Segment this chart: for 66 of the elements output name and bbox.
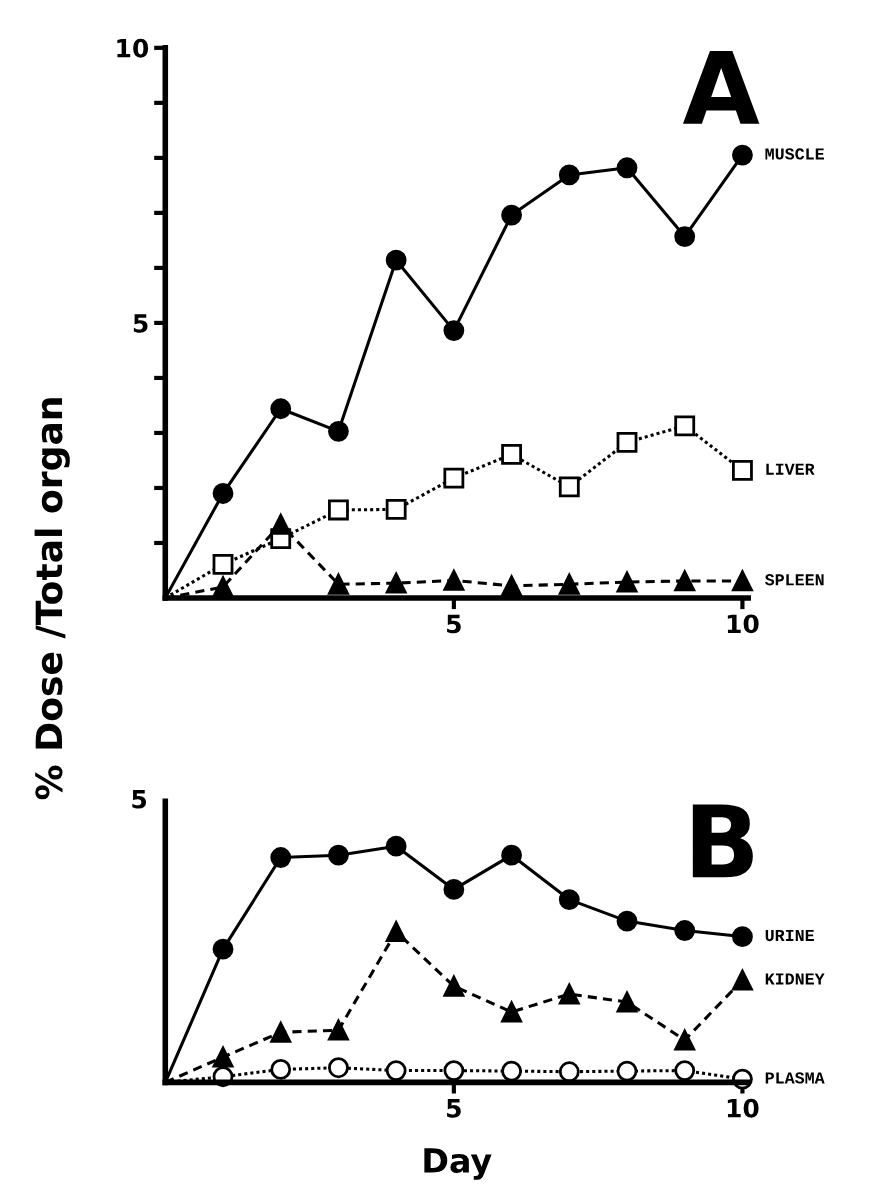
series-label: SPLEEN <box>764 574 824 586</box>
series-label: MUSCLE <box>765 148 824 160</box>
point <box>328 1057 349 1079</box>
point <box>558 476 580 498</box>
point <box>674 226 696 247</box>
point <box>212 554 234 575</box>
point <box>385 1060 407 1081</box>
point <box>558 1061 580 1083</box>
x-axis-title: Day <box>424 1148 492 1180</box>
point <box>674 1060 696 1081</box>
point <box>212 483 234 504</box>
point <box>385 499 407 520</box>
point <box>385 921 407 943</box>
point <box>501 1060 522 1082</box>
point <box>732 969 753 991</box>
series-label: LIVER <box>766 463 815 475</box>
point <box>732 144 753 166</box>
point <box>558 573 580 595</box>
point <box>443 1060 465 1081</box>
point <box>328 499 349 521</box>
point <box>732 459 753 481</box>
point <box>501 204 522 226</box>
point <box>674 920 696 941</box>
point <box>731 568 754 592</box>
point <box>558 889 580 910</box>
point <box>616 991 638 1013</box>
point <box>270 513 292 535</box>
point <box>616 431 638 453</box>
point <box>501 844 522 866</box>
point <box>385 249 407 271</box>
point <box>212 938 234 960</box>
series-label: KIDNEY <box>765 973 825 985</box>
point <box>558 164 580 186</box>
point <box>501 575 522 597</box>
point <box>270 1058 292 1080</box>
series-label: URINE <box>765 929 814 942</box>
point <box>558 983 580 1005</box>
point <box>328 1019 349 1041</box>
point <box>443 975 465 997</box>
point <box>328 420 349 442</box>
point <box>500 999 523 1023</box>
point <box>443 320 465 342</box>
point <box>385 572 407 594</box>
point <box>270 847 292 868</box>
point <box>673 568 696 592</box>
point <box>443 879 465 900</box>
point <box>674 415 696 437</box>
point <box>443 569 465 591</box>
point <box>616 157 638 179</box>
point <box>616 571 638 593</box>
chart-title: A <box>682 50 760 124</box>
point <box>385 835 407 857</box>
point <box>270 1021 292 1043</box>
point <box>501 443 522 465</box>
series-label: PLASMA <box>765 1072 825 1084</box>
chart-title: B <box>692 804 753 878</box>
y-axis-title: % Dose /Total organ <box>34 398 70 800</box>
point <box>732 926 753 948</box>
point <box>443 467 465 489</box>
point <box>212 1046 234 1068</box>
point <box>616 910 638 932</box>
point <box>270 398 292 420</box>
point <box>674 1029 696 1051</box>
point <box>328 573 349 595</box>
point <box>616 1060 638 1082</box>
point <box>328 844 349 866</box>
